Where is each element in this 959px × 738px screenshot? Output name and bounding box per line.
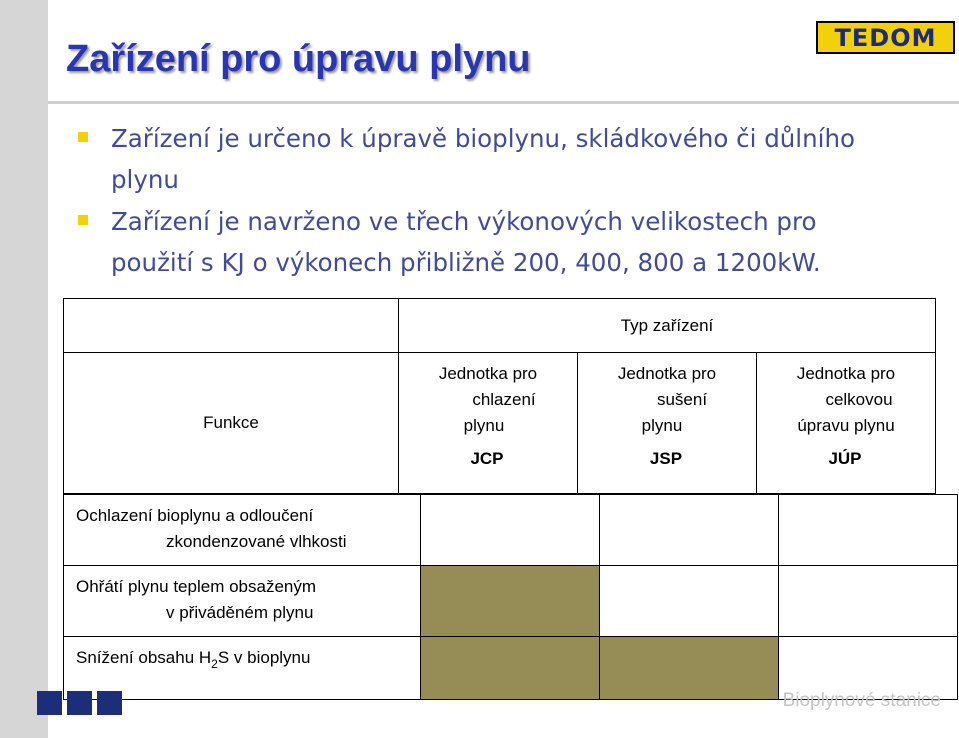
function-cell: Snížení obsahu H2S v bioplynu [63,636,421,700]
device-name: Jednotka pro [438,364,538,383]
function-text: Snížení obsahu H [76,648,212,667]
device-name: plynu [641,416,683,435]
table-corner-cell [63,298,399,353]
device-header-cell: Jednotka pro chlazení plynu [398,352,578,494]
device-name: celkovou [825,390,893,409]
decor-square [37,691,62,715]
device-abbreviation: JÚP [828,449,862,468]
bullet-line: Zařízení je navrženo ve třech výkonových… [111,207,817,236]
function-text: v přiváděném plynu [166,603,314,622]
type-header: Typ zařízení [398,298,936,353]
function-cell: Ohřátí plynu teplem obsaženým v přiváděn… [63,565,421,637]
function-header: Funkce [203,413,259,432]
matrix-cell-filled [420,636,600,700]
decor-square [97,691,122,715]
bullet-list: Zařízení je určeno k úpravě bioplynu, sk… [76,118,936,284]
function-text: Ohřátí plynu teplem obsaženým [76,577,317,596]
matrix-cell [778,636,958,700]
function-rows: Ochlazení bioplynu a odloučení zkondenzo… [63,494,958,700]
device-name: plynu [463,416,505,435]
device-name: chlazení [472,390,536,409]
bullet-square-icon [78,132,88,142]
matrix-cell [599,494,779,566]
function-text: S v bioplynu [217,648,311,667]
bullet-item: Zařízení je určeno k úpravě bioplynu, sk… [76,118,936,200]
matrix-cell [599,565,779,637]
footer-text: Bioplynové stanice [782,690,941,711]
tedom-logo: TEDOM [816,21,955,54]
device-abbreviation: JSP [649,449,683,468]
function-text: zkondenzované vlhkosti [166,532,347,551]
device-name: sušení [656,390,708,409]
matrix-cell-filled [420,565,600,637]
device-header-cell: Jednotka pro celkovou úpravu plynu [756,352,936,494]
device-name: úpravu plynu [797,416,895,435]
decor-square [67,691,92,715]
bullet-square-icon [78,215,88,225]
subscript: 2 [211,657,218,671]
bullet-line: použití s KJ o výkonech přibližně 200, 4… [111,248,821,277]
bullet-line: Zařízení je určeno k úpravě bioplynu, sk… [111,124,855,153]
bullet-line: plynu [111,165,179,194]
function-header-cell: Funkce [63,352,399,494]
device-function-table: Typ zařízení Funkce Jednotka pro chlazen… [63,298,936,494]
matrix-cell [778,494,958,566]
title-divider [48,101,959,104]
matrix-cell [778,565,958,637]
function-cell: Ochlazení bioplynu a odloučení zkondenzo… [63,494,421,566]
device-name: Jednotka pro [617,364,717,383]
device-abbreviation: JCP [470,449,504,468]
bullet-item: Zařízení je navrženo ve třech výkonových… [76,201,936,283]
matrix-cell-filled [599,636,779,700]
function-text: Ochlazení bioplynu a odloučení [76,506,314,525]
slide-title: Zařízení pro úpravu plynu [66,38,531,80]
left-side-band [0,0,48,738]
device-name: Jednotka pro [796,364,896,383]
matrix-cell [420,494,600,566]
device-header-cell: Jednotka pro sušení plynu [577,352,757,494]
logo-text: TEDOM [834,23,937,52]
